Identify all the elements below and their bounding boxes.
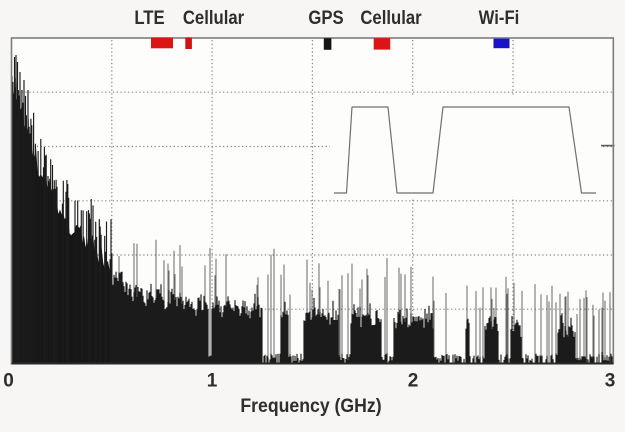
svg-text:Frequency (GHz): Frequency (GHz) — [240, 394, 381, 416]
svg-text:2: 2 — [408, 371, 419, 392]
svg-text:Cellular: Cellular — [360, 7, 421, 28]
svg-text:Wi-Fi: Wi-Fi — [479, 7, 520, 28]
svg-text:1: 1 — [207, 371, 218, 392]
svg-text:3: 3 — [605, 371, 616, 392]
svg-text:LTE: LTE — [134, 7, 164, 28]
svg-text:GPS: GPS — [308, 7, 343, 28]
svg-text:Cellular: Cellular — [183, 7, 244, 28]
svg-text:0: 0 — [3, 371, 14, 392]
